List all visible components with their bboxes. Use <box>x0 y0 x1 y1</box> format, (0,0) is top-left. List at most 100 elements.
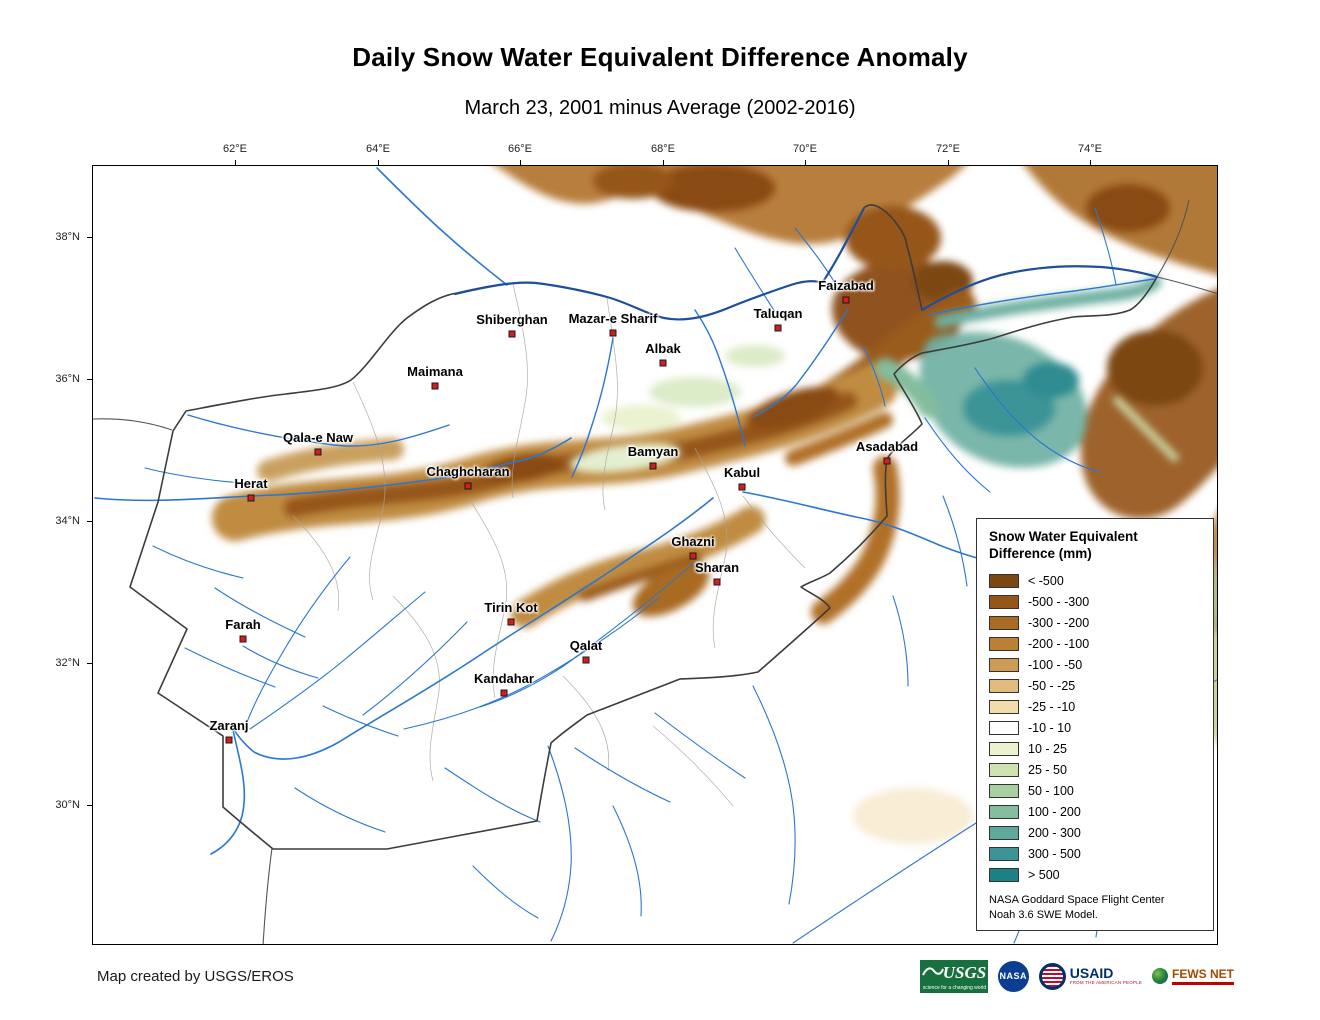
legend-row: 200 - 300 <box>989 823 1203 844</box>
legend-label: -100 - -50 <box>1028 658 1083 673</box>
legend-row: < -500 <box>989 571 1203 592</box>
city-label-taluqan: Taluqan <box>753 306 803 321</box>
legend-row: > 500 <box>989 865 1203 886</box>
city-label-chaghcharan: Chaghcharan <box>426 464 510 479</box>
legend-label: -300 - -200 <box>1028 616 1090 631</box>
legend-row: -200 - -100 <box>989 634 1203 655</box>
legend-row: -50 - -25 <box>989 676 1203 697</box>
city-marker-albak <box>659 359 667 367</box>
fewsnet-globe-icon <box>1152 968 1168 984</box>
city-label-faizabad: Faizabad <box>818 278 874 293</box>
lon-tickmark <box>520 160 521 165</box>
cities-layer: Faizabad Shiberghan Mazar-e Sharif Taluqan A… <box>93 166 1217 944</box>
city-marker-herat <box>247 494 255 502</box>
usaid-tagline: FROM THE AMERICAN PEOPLE <box>1069 979 1142 985</box>
lon-tick-label: 66°E <box>508 143 532 155</box>
legend-swatch <box>989 805 1019 820</box>
city-label-albak: Albak <box>645 341 681 356</box>
nasa-logo: NASA <box>997 960 1029 992</box>
fewsnet-underline <box>1172 982 1234 985</box>
lat-tickmark <box>87 805 92 806</box>
city-label-sharan: Sharan <box>694 560 740 575</box>
legend-label: 100 - 200 <box>1028 805 1081 820</box>
legend-swatch <box>989 784 1019 799</box>
city-label-asadabad: Asadabad <box>855 439 919 454</box>
legend-row: 100 - 200 <box>989 802 1203 823</box>
lon-tick-label: 70°E <box>793 143 817 155</box>
legend-label: -10 - 10 <box>1028 721 1072 736</box>
legend-swatch <box>989 679 1019 694</box>
legend-row: -10 - 10 <box>989 718 1203 739</box>
legend-title-line1: Snow Water Equivalent <box>989 529 1138 544</box>
city-label-maimana: Maimana <box>407 364 463 379</box>
lon-tickmark <box>805 160 806 165</box>
city-marker-kandahar <box>500 689 508 697</box>
city-marker-farah <box>239 635 247 643</box>
map-credit: Map created by USGS/EROS <box>97 968 294 985</box>
legend-swatch <box>989 742 1019 757</box>
lon-tickmark <box>235 160 236 165</box>
legend-row: -300 - -200 <box>989 613 1203 634</box>
lat-tickmark <box>87 379 92 380</box>
city-label-tirin-kot: Tirin Kot <box>484 600 538 615</box>
legend-row: 300 - 500 <box>989 844 1203 865</box>
city-label-kandahar: Kandahar <box>474 671 534 686</box>
map-subtitle: March 23, 2001 minus Average (2002-2016) <box>464 97 856 119</box>
city-label-qalat: Qalat <box>569 638 603 653</box>
city-label-shiberghan: Shiberghan <box>476 312 548 327</box>
legend-row: 50 - 100 <box>989 781 1203 802</box>
city-label-farah: Farah <box>225 617 261 632</box>
lon-tick-label: 74°E <box>1078 143 1102 155</box>
city-label-qala-e-naw: Qala-e Naw <box>282 430 354 445</box>
city-marker-qalat <box>582 656 590 664</box>
lat-tick-label: 34°N <box>55 515 80 527</box>
city-marker-zaranj <box>225 736 233 744</box>
lat-tick-label: 38°N <box>55 231 80 243</box>
usgs-wave-icon <box>921 966 944 975</box>
city-marker-taluqan <box>774 324 782 332</box>
legend-title: Snow Water Equivalent Difference (mm) <box>989 529 1203 563</box>
usaid-text: USAID FROM THE AMERICAN PEOPLE <box>1070 966 1142 985</box>
city-marker-faizabad <box>842 296 850 304</box>
lon-tick-label: 64°E <box>366 143 390 155</box>
nasa-wordmark: NASA <box>999 971 1028 981</box>
lat-axis: 38°N 36°N 34°N 32°N 30°N <box>32 165 92 945</box>
lon-tickmark <box>1090 160 1091 165</box>
legend-swatch <box>989 700 1019 715</box>
legend-label: 25 - 50 <box>1028 763 1067 778</box>
city-marker-shiberghan <box>508 330 516 338</box>
city-label-herat: Herat <box>234 476 268 491</box>
city-marker-chaghcharan <box>464 482 472 490</box>
usaid-logo: USAID FROM THE AMERICAN PEOPLE <box>1038 962 1142 990</box>
legend: Snow Water Equivalent Difference (mm) < … <box>976 518 1214 932</box>
map-title: Daily Snow Water Equivalent Difference A… <box>352 42 968 72</box>
legend-title-line2: Difference (mm) <box>989 545 1092 561</box>
legend-label: 50 - 100 <box>1028 784 1074 799</box>
lon-tick-label: 62°E <box>223 143 247 155</box>
city-marker-sharan <box>713 578 721 586</box>
legend-swatch <box>989 637 1019 652</box>
lat-tickmark <box>87 521 92 522</box>
legend-row: 10 - 25 <box>989 739 1203 760</box>
legend-label: 300 - 500 <box>1028 847 1081 862</box>
legend-swatch <box>989 763 1019 778</box>
lon-tickmark <box>948 160 949 165</box>
legend-label: -25 - -10 <box>1028 700 1076 715</box>
city-label-zaranj: Zaranj <box>209 718 249 733</box>
legend-swatch <box>989 595 1019 610</box>
lon-tick-label: 72°E <box>936 143 960 155</box>
city-marker-mazar-e-sharif <box>609 329 617 337</box>
legend-swatch <box>989 616 1019 631</box>
city-label-ghazni: Ghazni <box>671 534 715 549</box>
lat-tickmark <box>87 663 92 664</box>
city-marker-asadabad <box>883 457 891 465</box>
fewsnet-logo: FEWS NET <box>1152 967 1234 985</box>
amu-darya-border-river <box>453 206 1159 321</box>
fewsnet-wordmark: FEWS NET <box>1172 967 1234 981</box>
legend-swatch <box>989 826 1019 841</box>
city-marker-maimana <box>431 382 439 390</box>
city-marker-kabul <box>738 483 746 491</box>
admin-boundaries-layer <box>292 283 806 807</box>
city-marker-qala-e-naw <box>314 448 322 456</box>
city-label-kabul: Kabul <box>723 465 761 480</box>
